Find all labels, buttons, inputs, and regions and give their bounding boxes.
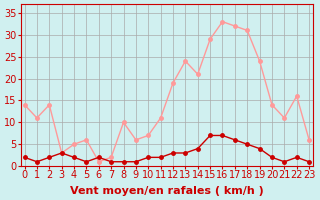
X-axis label: Vent moyen/en rafales ( km/h ): Vent moyen/en rafales ( km/h ): [70, 186, 264, 196]
